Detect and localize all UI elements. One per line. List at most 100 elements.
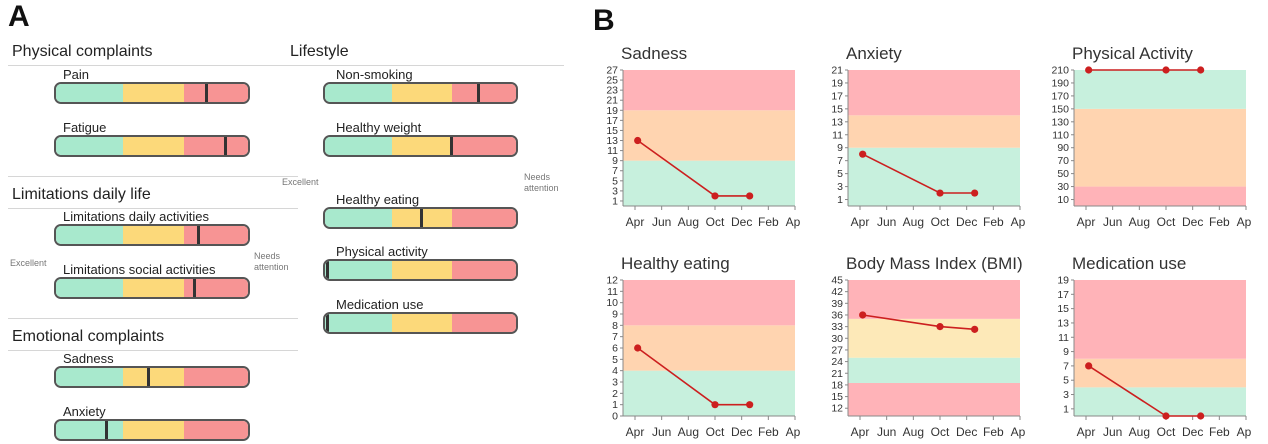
data-point bbox=[1085, 66, 1093, 74]
chart-band bbox=[848, 280, 1020, 319]
bar-zone-green bbox=[56, 279, 124, 297]
x-tick-label: Apr bbox=[851, 425, 870, 439]
status-bar bbox=[323, 135, 518, 157]
y-tick-label: 13 bbox=[606, 135, 618, 147]
needs-attention-line2: attention bbox=[524, 183, 559, 193]
y-tick-label: 70 bbox=[1057, 155, 1069, 167]
data-point bbox=[859, 311, 867, 319]
x-tick-label: Aug bbox=[1129, 215, 1150, 229]
excellent-note-right: Excellent bbox=[282, 177, 319, 187]
status-bar bbox=[54, 419, 250, 441]
needs-attention-note-left: Needs attention bbox=[254, 251, 289, 273]
x-tick-label: Oct bbox=[931, 425, 950, 439]
status-bar bbox=[323, 82, 518, 104]
data-point bbox=[1197, 412, 1205, 420]
section-divider bbox=[8, 65, 564, 66]
chart-title: Sadness bbox=[621, 44, 687, 63]
needs-attention-note-right: Needs attention bbox=[524, 172, 559, 194]
data-point bbox=[859, 150, 867, 158]
bar-marker bbox=[326, 261, 329, 279]
bar-marker bbox=[197, 226, 200, 244]
panel-b-letter: B bbox=[593, 4, 615, 37]
bar-zone-green bbox=[325, 84, 392, 102]
y-tick-label: 3 bbox=[1063, 389, 1069, 401]
bar-zone-green bbox=[56, 137, 124, 155]
chart-band bbox=[623, 70, 795, 111]
chart-title: Healthy eating bbox=[621, 254, 730, 273]
needs-attention-line1: Needs bbox=[524, 172, 551, 182]
bar-zone-red bbox=[183, 368, 248, 386]
data-point bbox=[746, 401, 754, 409]
chart-band bbox=[848, 70, 1020, 116]
section-title-limitations-daily-life: Limitations daily life bbox=[12, 186, 151, 203]
bar-marker bbox=[105, 421, 108, 439]
bar-marker bbox=[205, 84, 208, 102]
y-tick-label: 5 bbox=[612, 175, 618, 187]
y-tick-label: 1 bbox=[612, 399, 618, 411]
bar-label: Healthy eating bbox=[336, 192, 420, 207]
y-tick-label: 5 bbox=[837, 168, 843, 180]
y-tick-label: 8 bbox=[612, 320, 618, 332]
y-tick-label: 33 bbox=[831, 321, 843, 333]
y-tick-label: 9 bbox=[1063, 346, 1069, 358]
bar-label: Non-smoking bbox=[336, 67, 413, 82]
x-tick-label: Jun bbox=[877, 425, 896, 439]
bar-label: Fatigue bbox=[63, 120, 107, 135]
y-tick-label: 39 bbox=[831, 298, 843, 310]
status-bar bbox=[323, 312, 518, 334]
y-tick-label: 15 bbox=[831, 103, 843, 115]
section-divider bbox=[8, 176, 298, 177]
data-point bbox=[711, 401, 719, 409]
chart-4: Body Mass Index (BMI) 1215182124273033363… bbox=[831, 254, 1025, 439]
bar-zone-red bbox=[452, 209, 516, 227]
y-tick-label: 12 bbox=[831, 403, 843, 415]
y-tick-label: 12 bbox=[606, 275, 618, 287]
x-tick-label: Feb bbox=[758, 425, 779, 439]
y-tick-label: 17 bbox=[606, 115, 618, 127]
chart-band bbox=[848, 115, 1020, 148]
bar-zone-yellow bbox=[391, 314, 452, 332]
chart-band bbox=[1074, 108, 1246, 187]
y-tick-label: 27 bbox=[606, 65, 618, 77]
y-tick-label: 50 bbox=[1057, 168, 1069, 180]
bar-zone-green bbox=[325, 209, 392, 227]
x-tick-label: Apr bbox=[1077, 215, 1096, 229]
section-title-physical-complaints: Physical complaints bbox=[12, 43, 153, 60]
y-tick-label: 13 bbox=[831, 116, 843, 128]
y-tick-label: 0 bbox=[612, 411, 618, 423]
bar-zone-red bbox=[183, 84, 248, 102]
bar-marker bbox=[420, 209, 423, 227]
bar-label: Physical activity bbox=[336, 244, 428, 259]
bar-zone-green bbox=[56, 84, 124, 102]
chart-band bbox=[848, 357, 1020, 383]
bar-zone-yellow bbox=[391, 261, 452, 279]
bar-zone-red bbox=[183, 137, 248, 155]
chart-title: Physical Activity bbox=[1072, 44, 1193, 63]
chart-band bbox=[848, 382, 1020, 416]
x-tick-label: Apr bbox=[1011, 215, 1025, 229]
x-tick-label: Feb bbox=[1209, 425, 1230, 439]
x-tick-label: Dec bbox=[731, 425, 752, 439]
x-tick-label: Apr bbox=[626, 215, 645, 229]
y-tick-label: 30 bbox=[831, 333, 843, 345]
chart-band bbox=[623, 160, 795, 206]
x-tick-label: Aug bbox=[1129, 425, 1150, 439]
y-tick-label: 21 bbox=[831, 65, 843, 77]
chart-title: Body Mass Index (BMI) bbox=[846, 254, 1023, 273]
y-tick-label: 25 bbox=[606, 75, 618, 87]
y-tick-label: 4 bbox=[612, 365, 618, 377]
bar-zone-yellow bbox=[123, 137, 184, 155]
data-point bbox=[971, 325, 979, 333]
bar-zone-yellow bbox=[391, 137, 452, 155]
y-tick-label: 3 bbox=[837, 181, 843, 193]
x-tick-label: Dec bbox=[956, 425, 977, 439]
y-tick-label: 21 bbox=[831, 368, 843, 380]
bar-zone-yellow bbox=[391, 84, 452, 102]
needs-attention-line2: attention bbox=[254, 262, 289, 272]
y-tick-label: 7 bbox=[612, 331, 618, 343]
y-tick-label: 9 bbox=[837, 142, 843, 154]
y-tick-label: 11 bbox=[607, 145, 618, 157]
section-divider bbox=[8, 208, 298, 209]
